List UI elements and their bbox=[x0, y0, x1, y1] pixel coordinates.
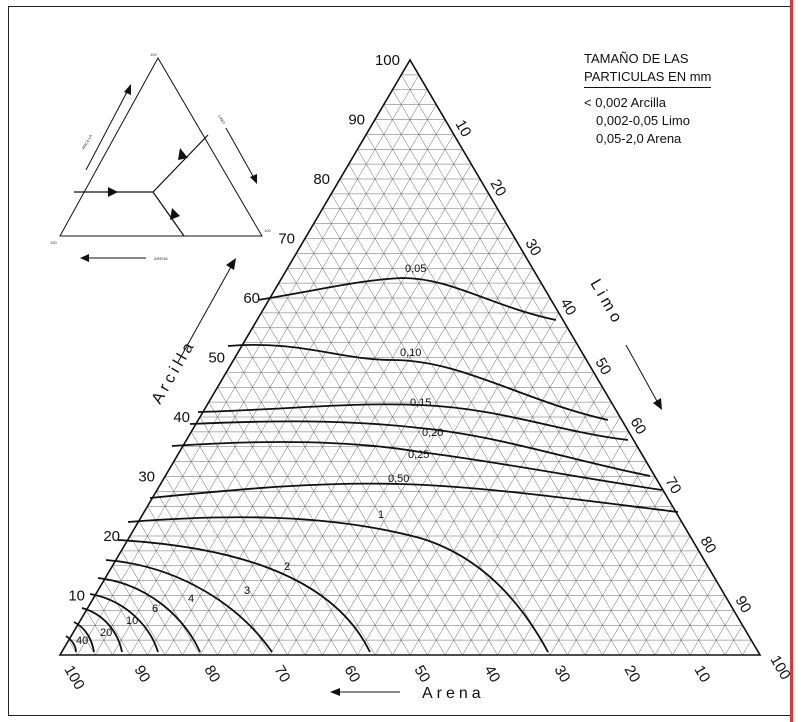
contour-line bbox=[105, 559, 273, 653]
contour-label: 0,05 bbox=[405, 263, 426, 275]
inset-arcilla-arrow-head bbox=[124, 84, 131, 95]
limo-tick-label: 30 bbox=[522, 236, 545, 259]
arcilla-tick-label: 50 bbox=[208, 350, 225, 367]
contour-label: 6 bbox=[152, 603, 158, 615]
contour-line bbox=[197, 403, 629, 441]
contour-line bbox=[97, 577, 201, 653]
inset-top-label: 100 bbox=[150, 52, 157, 57]
inset-diagram: ARCILLA LIMO ARENA 100 100 100 bbox=[50, 52, 271, 262]
contour-lines: 0,05 0,10 0,15 0,20 0,25 0,50 1 2 3 4 6 10 20 40 bbox=[65, 263, 679, 653]
arena-tick-label: 90 bbox=[131, 663, 154, 686]
contour-label: 0,20 bbox=[422, 427, 443, 439]
inset-limo-arrow bbox=[225, 127, 255, 179]
limo-tick-label: 50 bbox=[592, 355, 615, 378]
contour-label: 0,25 bbox=[408, 449, 429, 461]
contour-line bbox=[227, 344, 609, 421]
particle-size-legend: TAMAÑO DE LAS PARTICULAS EN mm < 0,002 A… bbox=[584, 50, 712, 148]
contour-label: 10 bbox=[126, 615, 138, 627]
contour-line bbox=[171, 441, 663, 491]
page-edge-line bbox=[790, 0, 793, 722]
arena-tick-label: 60 bbox=[341, 663, 364, 686]
arcilla-tick-label: 30 bbox=[138, 469, 155, 486]
inset-arcilla-label: ARCILLA bbox=[81, 133, 94, 150]
limo-tick-label: 100 bbox=[767, 653, 794, 683]
limo-arrow bbox=[625, 344, 659, 404]
arena-tick-label: 30 bbox=[551, 663, 574, 686]
contour-line bbox=[149, 482, 679, 513]
inset-arena-label: ARENA bbox=[154, 256, 168, 261]
contour-line bbox=[89, 593, 159, 653]
limo-axis-label: Limo bbox=[587, 277, 627, 329]
inset-arrow-marker-left bbox=[108, 187, 118, 197]
contour-line bbox=[65, 635, 77, 653]
arcilla-tick-label: 10 bbox=[68, 588, 85, 605]
limo-tick-label: 20 bbox=[487, 177, 510, 200]
arcilla-axis-label: Arcilla bbox=[149, 337, 200, 407]
contour-label: 40 bbox=[76, 635, 88, 647]
contour-line bbox=[257, 277, 557, 321]
contour-label: 2 bbox=[284, 561, 290, 573]
legend-row-arena: 0,05-2,0 Arena bbox=[596, 131, 682, 146]
inset-right-label: 100 bbox=[264, 228, 271, 233]
arena-tick-label: 10 bbox=[691, 663, 714, 686]
arcilla-tick-label: 100 bbox=[375, 52, 400, 69]
contour-label: 0,15 bbox=[410, 397, 431, 409]
limo-tick-label: 80 bbox=[697, 534, 720, 557]
grid-lines bbox=[68, 74, 752, 656]
arcilla-arrow bbox=[177, 264, 233, 363]
contour-label: 0,50 bbox=[388, 473, 409, 485]
limo-arrow-head bbox=[653, 398, 662, 410]
arcilla-tick-label: 20 bbox=[103, 528, 120, 545]
limo-tick-label: 90 bbox=[732, 593, 755, 616]
limo-tick-label: 70 bbox=[662, 474, 685, 497]
limo-tick-label: 40 bbox=[557, 296, 580, 319]
arena-tick-label: 50 bbox=[411, 663, 434, 686]
arena-tick-label: 20 bbox=[621, 663, 644, 686]
arena-tick-label: 40 bbox=[481, 663, 504, 686]
contour-line bbox=[73, 621, 95, 653]
inset-arena-arrow-head bbox=[80, 254, 89, 262]
inset-left-label: 100 bbox=[50, 240, 57, 245]
arcilla-tick-label: 90 bbox=[348, 112, 365, 129]
limo-tick-label: 60 bbox=[627, 415, 650, 438]
inset-arcilla-arrow bbox=[85, 89, 129, 171]
inset-limo-arrow-head bbox=[250, 174, 257, 184]
arcilla-tick-label: 80 bbox=[313, 171, 330, 188]
arena-tick-label: 100 bbox=[61, 663, 88, 693]
legend-title-line1: TAMAÑO DE LAS bbox=[584, 51, 689, 66]
arena-tick-label: 80 bbox=[201, 663, 224, 686]
triangle-outline bbox=[58, 58, 762, 656]
arena-axis-label: Arena bbox=[422, 685, 485, 702]
inset-arrow-marker-up bbox=[178, 148, 188, 160]
contour-label: 1 bbox=[378, 509, 384, 521]
contour-label: 4 bbox=[188, 593, 194, 605]
triangle-grid bbox=[68, 74, 752, 656]
inset-boundary-lines bbox=[74, 134, 209, 237]
inset-limo-label: LIMO bbox=[217, 114, 226, 125]
contour-label: 0,10 bbox=[400, 347, 421, 359]
arena-arrow-head bbox=[330, 688, 340, 696]
inset-triangle bbox=[59, 56, 263, 237]
legend-row-limo: 0,002-0,05 Limo bbox=[596, 113, 690, 128]
arcilla-arrow-head bbox=[226, 258, 236, 270]
arena-tick-label: 70 bbox=[271, 663, 294, 686]
contour-label: 20 bbox=[100, 627, 112, 639]
legend-row-arcilla: < 0,002 Arcilla bbox=[584, 95, 667, 110]
contour-label: 3 bbox=[244, 585, 250, 597]
legend-title-line2: PARTICULAS EN mm bbox=[584, 68, 712, 88]
arcilla-tick-label: 60 bbox=[243, 290, 260, 307]
arcilla-tick-label: 70 bbox=[278, 231, 295, 248]
limo-tick-label: 10 bbox=[452, 117, 475, 140]
contour-line bbox=[189, 420, 651, 477]
contour-line bbox=[117, 539, 371, 653]
contour-line bbox=[127, 516, 549, 653]
inset-arrow-marker-down bbox=[170, 208, 180, 220]
arcilla-tick-label: 40 bbox=[173, 409, 190, 426]
contour-line bbox=[81, 607, 123, 653]
axis-ticks: 10 20 30 40 50 60 70 80 90 100 10 20 30 40 50 60 70 80 90 1… bbox=[61, 52, 794, 693]
